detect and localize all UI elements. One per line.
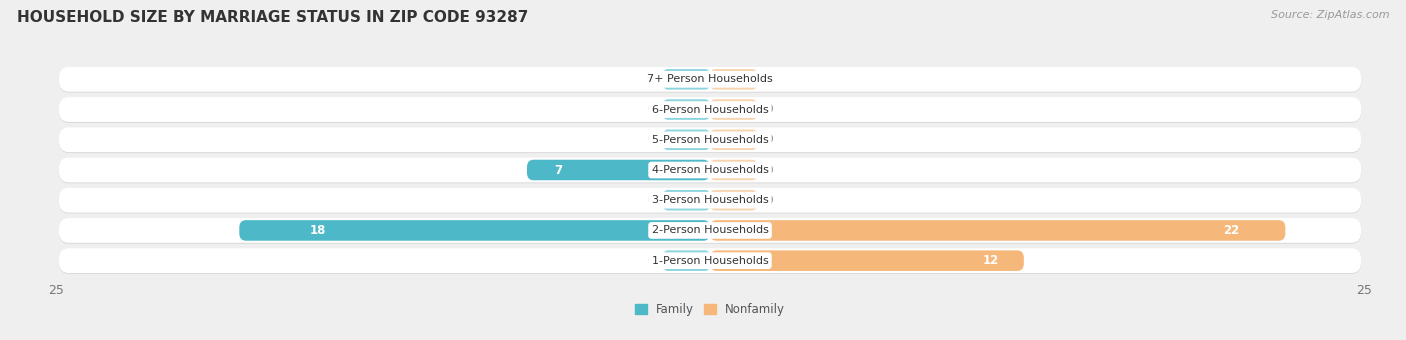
FancyBboxPatch shape xyxy=(59,218,1361,243)
FancyBboxPatch shape xyxy=(664,250,710,271)
Text: 0: 0 xyxy=(648,254,655,267)
FancyBboxPatch shape xyxy=(710,220,1285,241)
Text: 3-Person Households: 3-Person Households xyxy=(651,195,769,205)
FancyBboxPatch shape xyxy=(59,158,1361,183)
Text: 7: 7 xyxy=(554,164,562,176)
FancyBboxPatch shape xyxy=(59,189,1361,214)
FancyBboxPatch shape xyxy=(59,98,1361,123)
FancyBboxPatch shape xyxy=(59,68,1361,92)
FancyBboxPatch shape xyxy=(710,99,756,120)
Text: 6-Person Households: 6-Person Households xyxy=(651,105,769,115)
Legend: Family, Nonfamily: Family, Nonfamily xyxy=(630,298,790,321)
Text: 0: 0 xyxy=(765,164,772,176)
FancyBboxPatch shape xyxy=(59,248,1361,273)
Text: 0: 0 xyxy=(648,194,655,207)
FancyBboxPatch shape xyxy=(710,190,756,210)
FancyBboxPatch shape xyxy=(527,160,710,180)
Text: 18: 18 xyxy=(309,224,326,237)
Text: 0: 0 xyxy=(765,194,772,207)
FancyBboxPatch shape xyxy=(710,130,756,150)
Text: 0: 0 xyxy=(765,103,772,116)
Text: 0: 0 xyxy=(648,73,655,86)
Text: 5-Person Households: 5-Person Households xyxy=(651,135,769,145)
Text: 0: 0 xyxy=(648,133,655,146)
Text: 4-Person Households: 4-Person Households xyxy=(651,165,769,175)
FancyBboxPatch shape xyxy=(664,130,710,150)
FancyBboxPatch shape xyxy=(664,69,710,90)
Text: 2-Person Households: 2-Person Households xyxy=(651,225,769,235)
FancyBboxPatch shape xyxy=(59,188,1361,212)
FancyBboxPatch shape xyxy=(239,220,710,241)
Text: 12: 12 xyxy=(983,254,998,267)
FancyBboxPatch shape xyxy=(710,69,756,90)
FancyBboxPatch shape xyxy=(59,249,1361,274)
FancyBboxPatch shape xyxy=(710,160,756,180)
Text: 0: 0 xyxy=(765,133,772,146)
FancyBboxPatch shape xyxy=(59,158,1361,182)
FancyBboxPatch shape xyxy=(59,128,1361,152)
FancyBboxPatch shape xyxy=(664,99,710,120)
Text: HOUSEHOLD SIZE BY MARRIAGE STATUS IN ZIP CODE 93287: HOUSEHOLD SIZE BY MARRIAGE STATUS IN ZIP… xyxy=(17,10,529,25)
Text: 0: 0 xyxy=(765,73,772,86)
FancyBboxPatch shape xyxy=(59,97,1361,122)
FancyBboxPatch shape xyxy=(59,128,1361,153)
Text: 0: 0 xyxy=(648,103,655,116)
Text: Source: ZipAtlas.com: Source: ZipAtlas.com xyxy=(1271,10,1389,20)
Text: 22: 22 xyxy=(1223,224,1239,237)
FancyBboxPatch shape xyxy=(59,219,1361,244)
FancyBboxPatch shape xyxy=(59,67,1361,92)
FancyBboxPatch shape xyxy=(664,190,710,210)
Text: 1-Person Households: 1-Person Households xyxy=(651,256,769,266)
FancyBboxPatch shape xyxy=(710,250,1024,271)
Text: 7+ Person Households: 7+ Person Households xyxy=(647,74,773,84)
